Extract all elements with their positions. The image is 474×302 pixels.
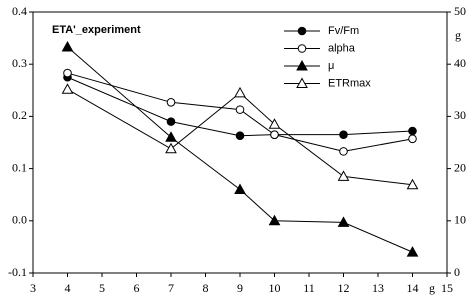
y2-axis-label: g bbox=[455, 28, 461, 42]
y2-tick-label: 50 bbox=[454, 4, 466, 18]
x-tick-label: 6 bbox=[134, 281, 140, 295]
y-tick-label: 0.1 bbox=[12, 160, 27, 174]
legend-label: Fv/Fm bbox=[328, 25, 359, 37]
x-tick-label: 14 bbox=[407, 281, 419, 295]
x-tick-label: 8 bbox=[203, 281, 209, 295]
marker bbox=[297, 26, 307, 36]
y-tick-label: 0.2 bbox=[12, 108, 27, 122]
y2-tick-label: 0 bbox=[454, 265, 460, 279]
y-tick-label: 0.4 bbox=[12, 4, 27, 18]
marker bbox=[234, 86, 246, 98]
x-tick-label: 4 bbox=[65, 281, 71, 295]
x-tick-label: 15 bbox=[441, 281, 453, 295]
marker bbox=[235, 105, 245, 114]
marker bbox=[166, 117, 176, 126]
y2-tick-label: 10 bbox=[454, 213, 466, 227]
x-tick-label: 11 bbox=[303, 281, 315, 295]
x-tick-label: 9 bbox=[237, 281, 243, 295]
legend-label: ETRmax bbox=[328, 77, 371, 89]
marker bbox=[165, 131, 177, 142]
chart-title: ETA'_experiment bbox=[52, 24, 141, 36]
marker bbox=[235, 131, 245, 141]
x-tick-label: 5 bbox=[99, 281, 105, 295]
marker bbox=[337, 216, 350, 227]
marker bbox=[61, 40, 74, 52]
series-line bbox=[67, 76, 413, 137]
y2-tick-label: 40 bbox=[454, 56, 466, 70]
y-tick-label: -0.1 bbox=[8, 265, 27, 279]
legend-label: alpha bbox=[328, 42, 356, 54]
y-tick-label: 0.0 bbox=[12, 213, 27, 227]
series-line bbox=[67, 72, 413, 152]
marker bbox=[268, 118, 281, 129]
legend-label: μ bbox=[328, 60, 334, 72]
marker bbox=[268, 214, 281, 226]
x-tick-label: 10 bbox=[269, 281, 281, 295]
marker bbox=[166, 98, 176, 107]
marker bbox=[408, 126, 417, 136]
x-tick-label: 13 bbox=[372, 281, 384, 295]
marker bbox=[297, 44, 307, 53]
y2-tick-label: 20 bbox=[454, 160, 466, 174]
x-axis-label: g bbox=[429, 281, 435, 295]
marker bbox=[63, 68, 72, 78]
marker bbox=[339, 130, 348, 139]
x-tick-label: 12 bbox=[338, 281, 350, 295]
x-tick-label: 7 bbox=[168, 281, 174, 295]
marker bbox=[296, 77, 308, 88]
marker bbox=[337, 170, 350, 181]
y2-tick-label: 30 bbox=[454, 108, 466, 122]
y-tick-label: 0.3 bbox=[12, 56, 27, 70]
series-line bbox=[67, 88, 413, 186]
marker bbox=[406, 178, 419, 190]
marker bbox=[406, 246, 419, 257]
marker bbox=[270, 130, 279, 139]
x-tick-label: 3 bbox=[30, 281, 36, 295]
series-line bbox=[67, 46, 413, 253]
marker bbox=[339, 147, 348, 156]
marker bbox=[234, 183, 246, 194]
marker bbox=[296, 59, 308, 71]
marker bbox=[165, 142, 177, 154]
marker bbox=[408, 134, 417, 144]
marker bbox=[61, 83, 74, 94]
